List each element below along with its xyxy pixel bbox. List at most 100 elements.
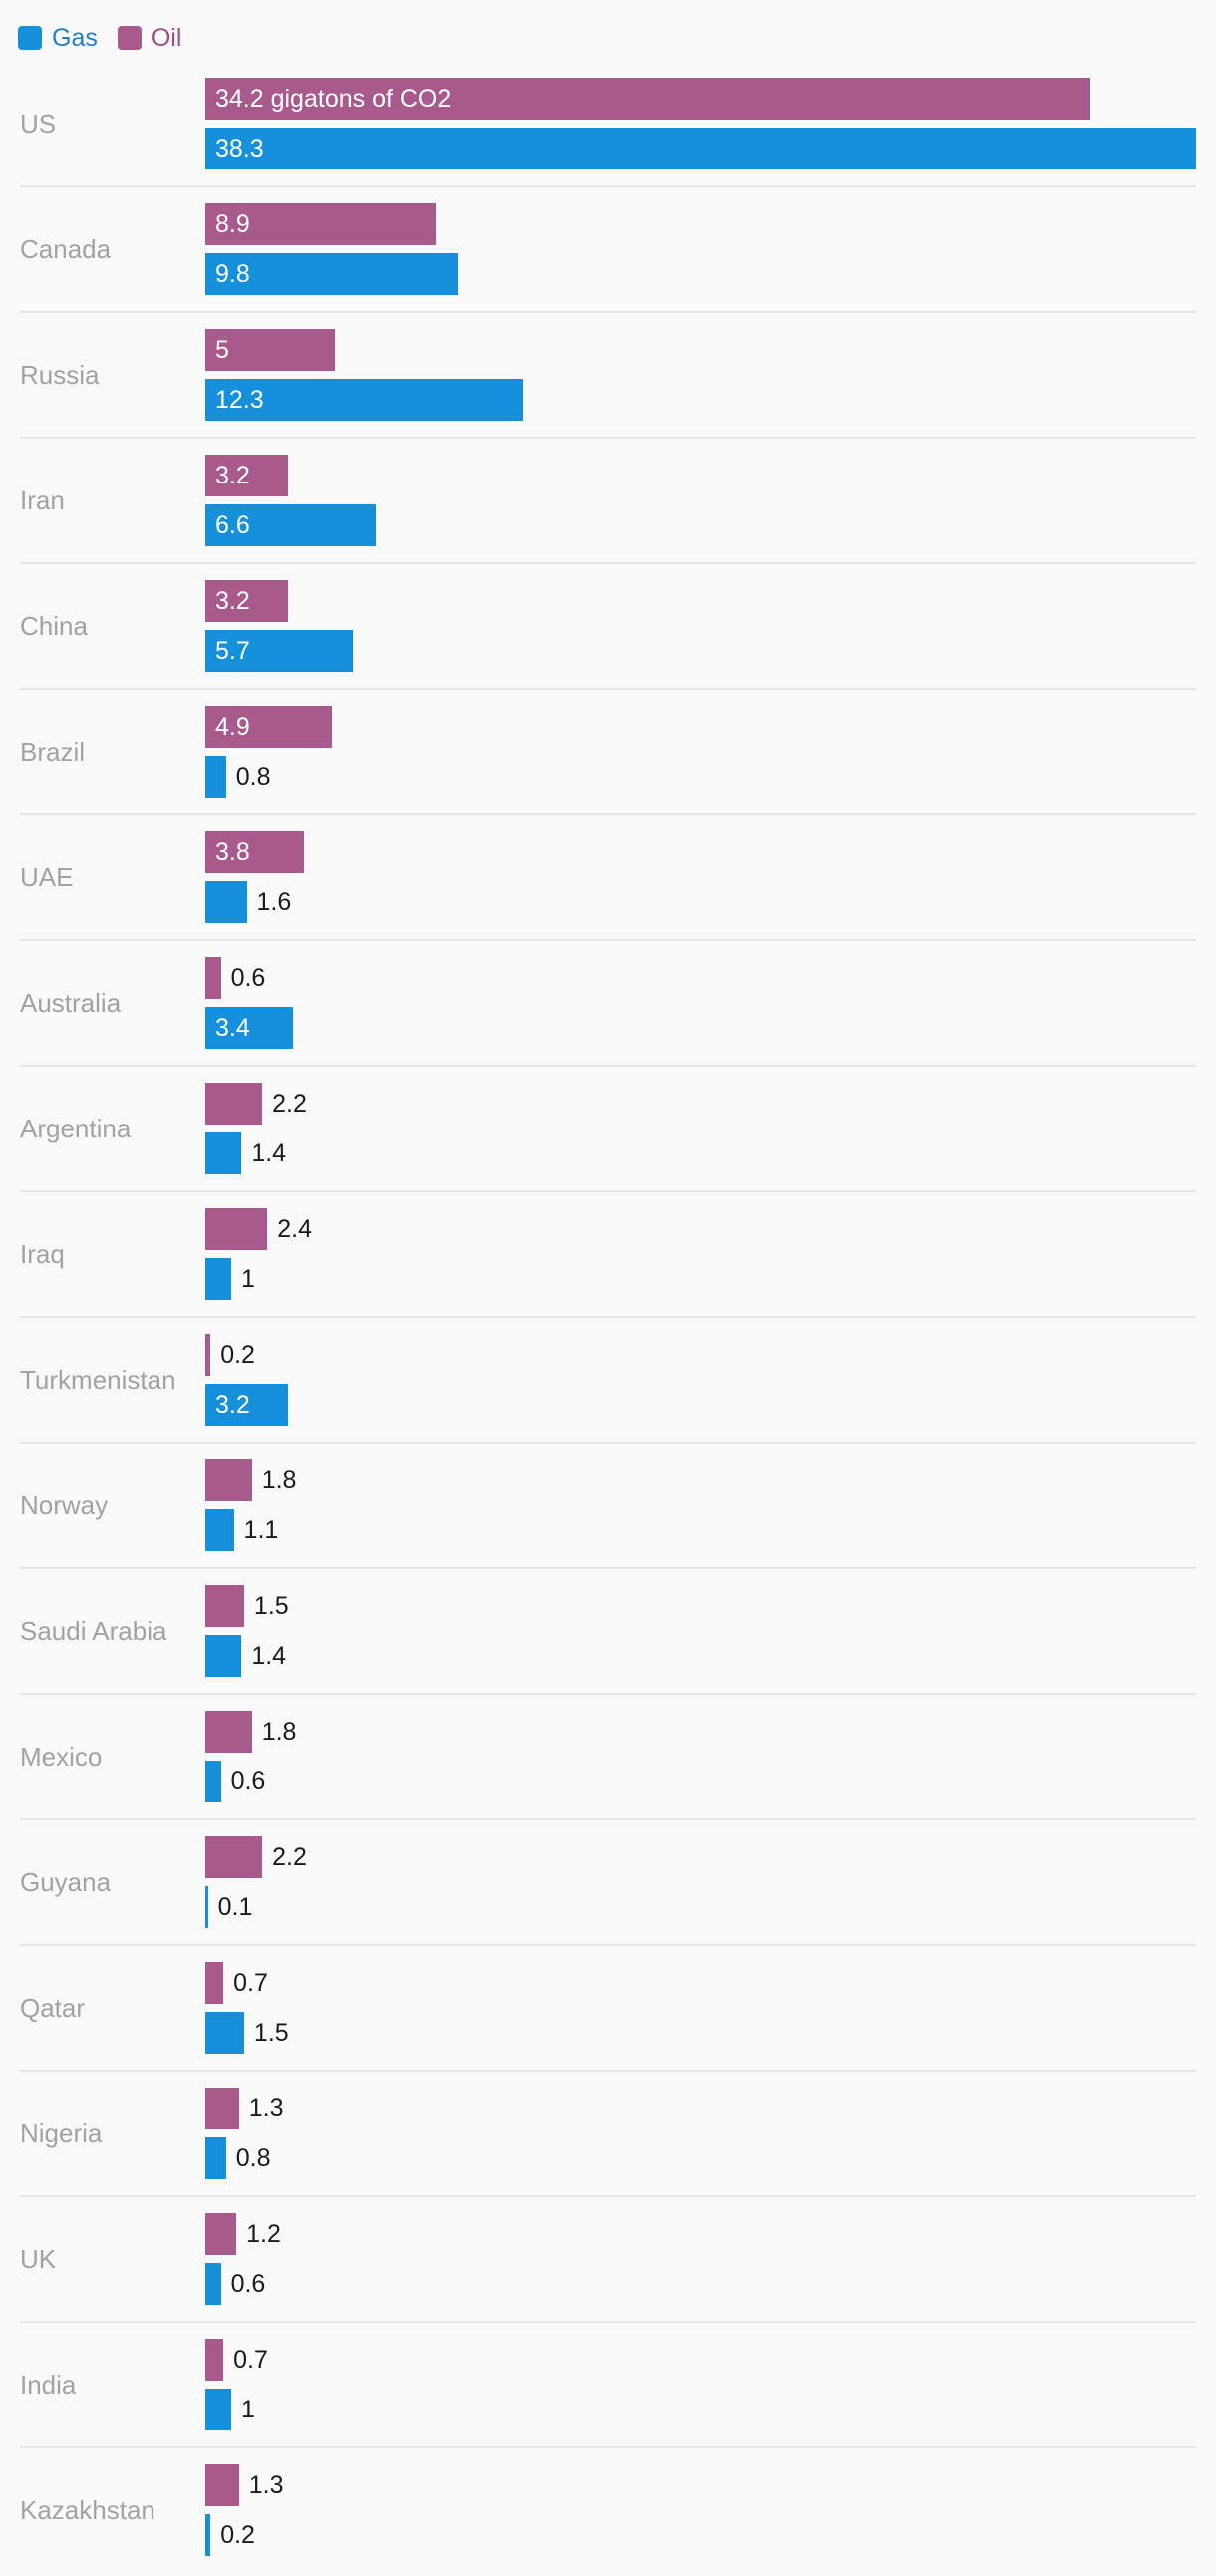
- chart-row: Canada 8.9 9.8: [0, 189, 1216, 315]
- category-label: UK: [20, 2244, 57, 2274]
- oil-bar: [205, 2339, 224, 2381]
- gas-value-label: 38.3: [215, 135, 264, 162]
- row-divider: [20, 1693, 1196, 1695]
- chart-row: UAE 3.8 1.6: [0, 817, 1216, 943]
- row-divider: [20, 813, 1196, 815]
- oil-value-label: 3.8: [215, 838, 250, 866]
- chart-row: India 0.7 1: [0, 2325, 1216, 2450]
- category-label: Argentina: [20, 1114, 132, 1143]
- category-label: UAE: [20, 862, 74, 892]
- row-divider: [20, 562, 1196, 564]
- oil-value-label: 2.2: [272, 1090, 307, 1118]
- oil-value-label: 1.5: [253, 1592, 289, 1620]
- gas-bar: [205, 630, 353, 672]
- gas-bar: [205, 379, 524, 421]
- gas-bar: [205, 1761, 221, 1802]
- row-divider: [20, 1442, 1196, 1444]
- row-divider: [20, 2321, 1196, 2323]
- legend-item-gas: Gas: [18, 24, 98, 53]
- row-divider: [20, 2070, 1196, 2072]
- category-label: Nigeria: [20, 2118, 103, 2148]
- category-label: Saudi Arabia: [20, 1616, 167, 1646]
- row-divider: [20, 311, 1196, 313]
- oil-bar: [205, 455, 289, 496]
- chart-row: Brazil 4.9 0.8: [0, 692, 1216, 817]
- gas-bar: [205, 1007, 294, 1049]
- gas-bar: [205, 2012, 244, 2054]
- legend-item-oil: Oil: [117, 23, 182, 53]
- legend-label-oil: Oil: [151, 23, 182, 52]
- gas-value-label: 3.2: [215, 1391, 250, 1419]
- oil-value-label: 4.9: [215, 713, 250, 741]
- oil-bar: [205, 1208, 268, 1250]
- gas-bar: [205, 2137, 226, 2179]
- oil-value-label: 8.9: [215, 210, 250, 238]
- gas-bar: [205, 253, 459, 295]
- oil-bar: [205, 2088, 239, 2129]
- oil-value-label: 2.2: [272, 1843, 307, 1871]
- row-divider: [20, 688, 1196, 690]
- gas-value-label: 1: [240, 1265, 255, 1293]
- gas-value-label: 12.3: [215, 386, 264, 414]
- category-label: Kazakhstan: [20, 2495, 155, 2525]
- row-divider: [20, 1190, 1196, 1192]
- gas-bar: [205, 2389, 231, 2430]
- oil-value-label: 1.8: [261, 1466, 297, 1494]
- oil-bar: [205, 2464, 239, 2506]
- gas-value-label: 1.4: [251, 1139, 287, 1167]
- oil-value-label: 0.6: [230, 964, 266, 992]
- row-divider: [20, 2446, 1196, 2448]
- gas-value-label: 1.5: [253, 2019, 289, 2047]
- oil-value-label: 0.2: [220, 1341, 255, 1369]
- row-divider: [20, 2195, 1196, 2197]
- row-divider: [20, 1065, 1196, 1067]
- gas-bar: [205, 1886, 208, 1928]
- gas-value-label: 3.4: [215, 1014, 250, 1042]
- chart-row: Norway 1.8 1.1: [0, 1446, 1216, 1571]
- oil-value-label: 5: [215, 336, 229, 364]
- row-divider: [20, 939, 1196, 941]
- legend-swatch-gas: [18, 26, 42, 50]
- oil-bar: [205, 706, 333, 748]
- category-label: Norway: [20, 1490, 109, 1520]
- gas-value-label: 0.6: [230, 2270, 266, 2298]
- gas-bar: [205, 504, 377, 546]
- oil-value-label: 2.4: [277, 1215, 313, 1243]
- oil-value-label: 0.7: [233, 2346, 268, 2374]
- row-divider: [20, 1567, 1196, 1569]
- row-divider: [20, 1818, 1196, 1820]
- gas-value-label: 0.8: [235, 763, 271, 791]
- chart-row: Mexico 1.8 0.6: [0, 1697, 1216, 1822]
- category-label: Iraq: [20, 1239, 65, 1269]
- chart-row: Guyana 2.2 0.1: [0, 1822, 1216, 1948]
- category-label: Qatar: [20, 1993, 86, 2023]
- category-label: US: [20, 109, 57, 139]
- chart-row: Australia 0.6 3.4: [0, 943, 1216, 1069]
- oil-value-label: 1.8: [261, 1718, 297, 1746]
- legend-swatch-oil: [117, 26, 142, 50]
- gas-value-label: 1.1: [243, 1516, 279, 1544]
- oil-bar: [205, 1962, 224, 2004]
- oil-bar: [205, 1836, 263, 1878]
- oil-bar: [205, 1459, 252, 1501]
- category-label: Mexico: [20, 1742, 103, 1771]
- legend-label-gas: Gas: [52, 23, 98, 52]
- category-label: Russia: [20, 360, 100, 390]
- gas-bar: [205, 756, 226, 798]
- oil-bar: [205, 1711, 252, 1753]
- oil-value-label: 1.3: [248, 2471, 284, 2499]
- oil-bar: [205, 78, 1090, 120]
- gas-bar: [205, 2263, 221, 2305]
- gas-value-label: 1: [240, 2396, 255, 2423]
- category-label: Iran: [20, 485, 65, 515]
- oil-bar: [205, 580, 289, 622]
- oil-bar: [205, 1083, 263, 1125]
- chart-row: Turkmenistan 0.2 3.2: [0, 1320, 1216, 1446]
- gas-bar: [205, 1132, 242, 1174]
- oil-bar: [205, 203, 436, 245]
- chart-row: Argentina 2.2 1.4: [0, 1069, 1216, 1194]
- gas-bar: [205, 1509, 234, 1551]
- chart-row: Iran 3.2 6.6: [0, 441, 1216, 566]
- oil-bar: [205, 2213, 237, 2255]
